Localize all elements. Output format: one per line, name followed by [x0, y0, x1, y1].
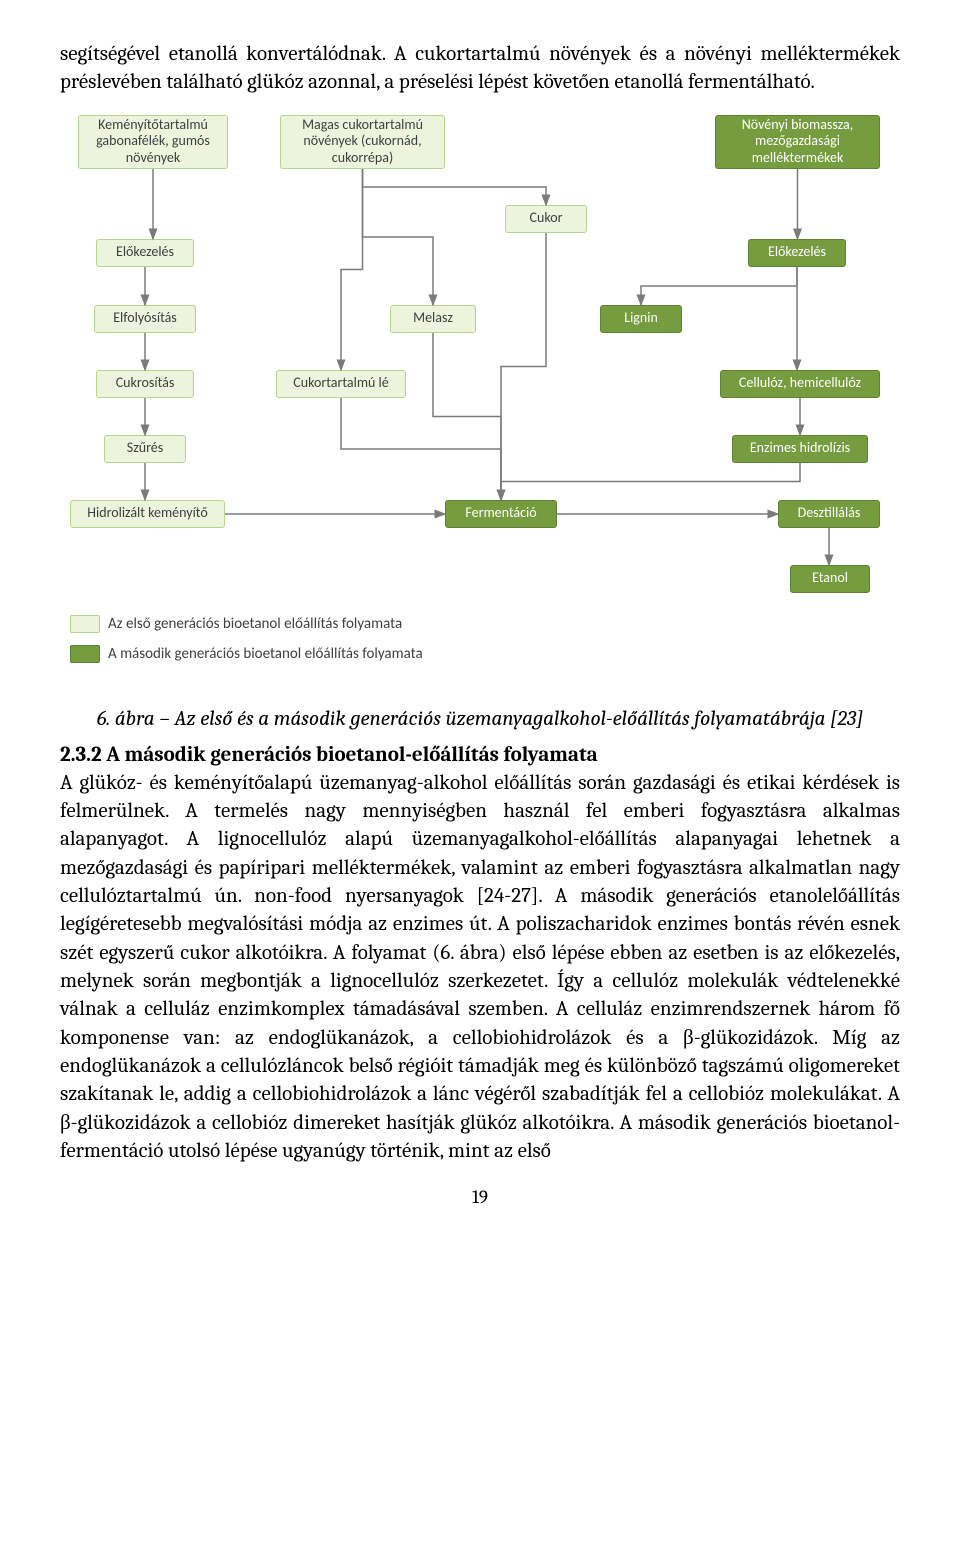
legend-swatch — [70, 645, 100, 663]
page-number: 19 — [60, 1186, 900, 1208]
flowchart-node: Előkezelés — [748, 239, 846, 267]
flowchart-node: Melasz — [390, 305, 476, 333]
flowchart-node: Cukor — [505, 205, 587, 233]
flowchart-node: Elfolyósítás — [94, 305, 196, 333]
flowchart-node: Etanol — [790, 565, 870, 593]
flowchart-node: Keményítőtartalmú gabonafélék, gumós növ… — [78, 115, 228, 169]
flowchart-node: Magas cukortartalmú növények (cukornád, … — [280, 115, 445, 169]
flowchart-node: Hidrolizált keményítő — [70, 500, 225, 528]
figure-caption: 6. ábra – Az első és a második generáció… — [60, 707, 900, 731]
section-title: 2.3.2 A második generációs bioetanol-elő… — [60, 743, 900, 767]
body-paragraph: A glükóz- és keményítőalapú üzemanyag-al… — [60, 769, 900, 1166]
flowchart-node: Desztillálás — [778, 500, 880, 528]
flowchart-legend-item: Az első generációs bioetanol előállítás … — [70, 615, 402, 633]
flowchart-node: Lignin — [600, 305, 682, 333]
flowchart-node: Szűrés — [104, 435, 186, 463]
flowchart-node: Előkezelés — [96, 239, 194, 267]
flowchart-node: Cukortartalmú lé — [276, 370, 406, 398]
process-flowchart: Keményítőtartalmú gabonafélék, gumós növ… — [60, 115, 900, 685]
flowchart-edges — [60, 115, 900, 685]
flowchart-legend-item: A második generációs bioetanol előállítá… — [70, 645, 423, 663]
intro-paragraph: segítségével etanollá konvertálódnak. A … — [60, 40, 900, 97]
legend-label: Az első generációs bioetanol előállítás … — [108, 615, 402, 633]
flowchart-node: Növényi biomassza, mezőgazdasági mellékt… — [715, 115, 880, 169]
legend-swatch — [70, 615, 100, 633]
flowchart-node: Cellulóz, hemicellulóz — [720, 370, 880, 398]
flowchart-node: Fermentáció — [445, 500, 557, 528]
legend-label: A második generációs bioetanol előállítá… — [108, 645, 423, 663]
flowchart-node: Enzimes hidrolízis — [732, 435, 868, 463]
flowchart-node: Cukrosítás — [96, 370, 194, 398]
